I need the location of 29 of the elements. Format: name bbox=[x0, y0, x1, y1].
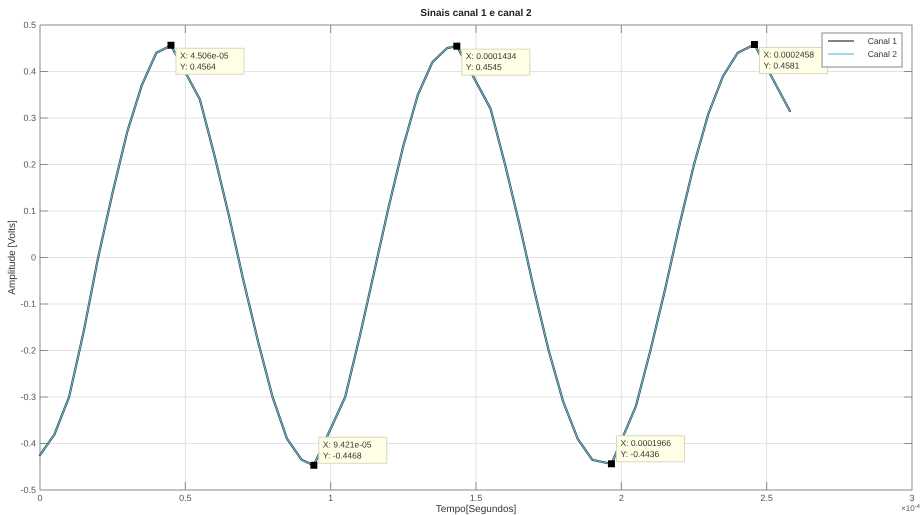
y-tick-label: 0.1 bbox=[23, 206, 36, 216]
legend-label: Canal 1 bbox=[868, 36, 898, 46]
annotation: X: 0.0002458 Y: 0.4581 bbox=[763, 49, 814, 70]
legend-label: Canal 2 bbox=[868, 49, 898, 59]
y-axis-title: Amplitude [Volts] bbox=[7, 220, 18, 295]
x-tick-label: 2.5 bbox=[760, 493, 773, 503]
x-tick-label: 2 bbox=[618, 493, 624, 503]
y-tick-label: -0.5 bbox=[20, 485, 36, 495]
y-tick-label: 0.4 bbox=[23, 66, 36, 76]
x-tick-label: 0.5 bbox=[179, 493, 192, 503]
y-tick-label: 0.2 bbox=[23, 160, 36, 170]
y-tick-label: -0.2 bbox=[20, 346, 36, 356]
x-tick-label: 1 bbox=[328, 493, 334, 503]
y-tick-label: 0.3 bbox=[23, 113, 36, 123]
x-tick-label: 1.5 bbox=[470, 493, 482, 503]
y-tick-label: 0 bbox=[30, 252, 36, 262]
y-tick-label: -0.1 bbox=[20, 299, 36, 309]
chart-title: Sinais canal 1 e canal 2 bbox=[420, 8, 532, 19]
x-tick-label: 0 bbox=[37, 493, 43, 503]
annotation: X: 4.506e-05 Y: 0.4564 bbox=[180, 50, 229, 72]
x-axis-title: Tempo[Segundos] bbox=[436, 504, 517, 515]
y-tick-label: -0.3 bbox=[20, 392, 36, 402]
x-tick-label: 3 bbox=[909, 493, 915, 503]
annotation: X: 9.421e-05 Y: -0.4468 bbox=[322, 439, 372, 460]
y-tick-label: -0.4 bbox=[20, 438, 36, 448]
text: ×10$^{-4}$ bbox=[901, 503, 921, 513]
annotation: X: 0.0001966 Y: -0.4436 bbox=[620, 438, 672, 459]
annotation: X: 0.0001434 Y: 0.4545 bbox=[466, 51, 517, 72]
y-tick-label: 0.5 bbox=[23, 20, 36, 30]
